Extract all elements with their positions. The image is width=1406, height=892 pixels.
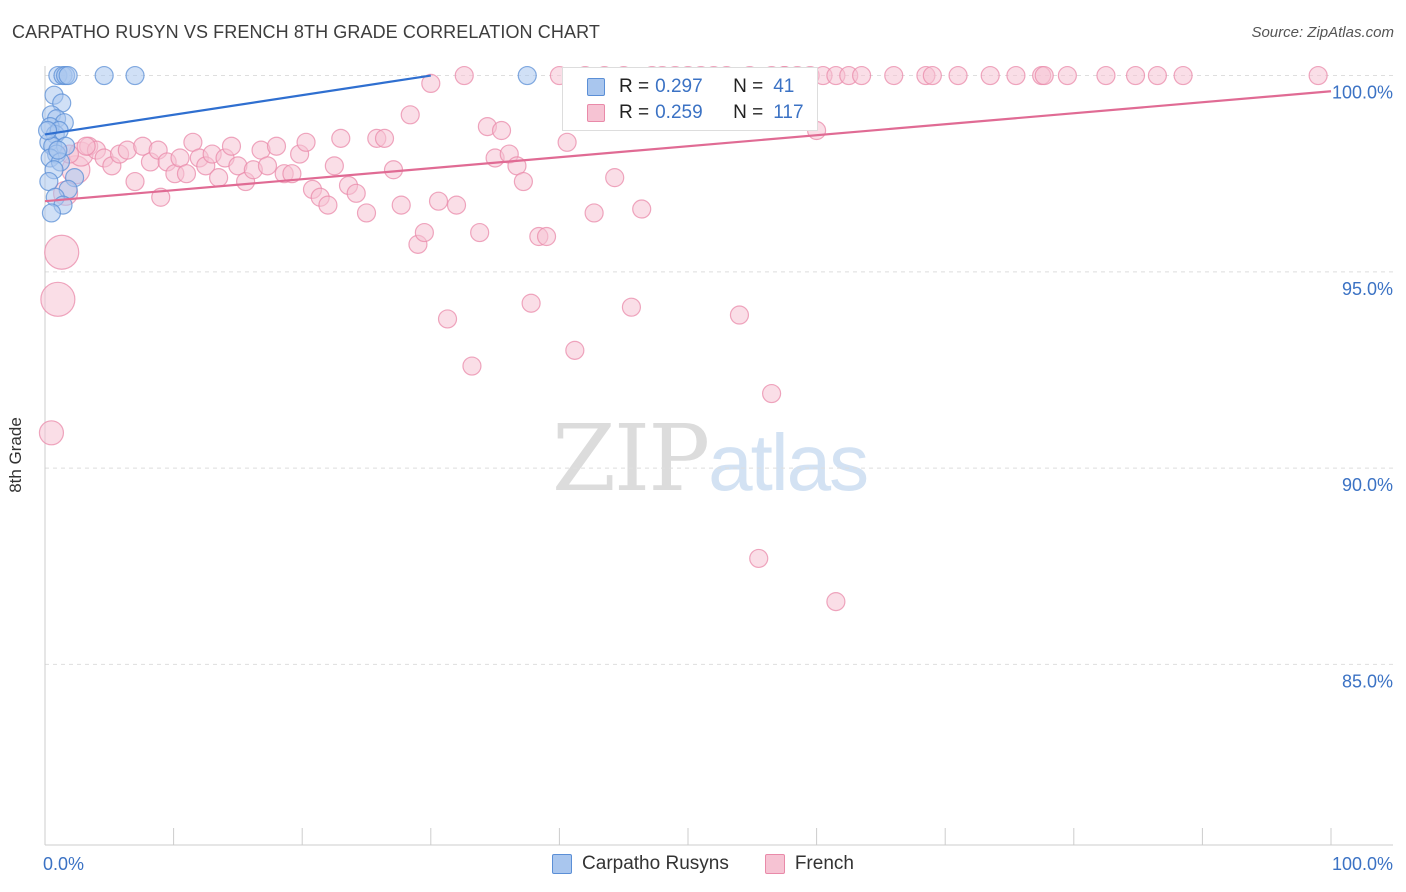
watermark: ZIPatlas	[552, 405, 869, 512]
y-tick-label: 95.0%	[1342, 279, 1393, 299]
series-legend: Carpatho Rusyns French	[0, 853, 1406, 875]
carpatho-trend-line	[44, 74, 431, 136]
french-point	[584, 203, 604, 223]
series-swatch-french	[764, 854, 785, 874]
chart-title: CARPATHO RUSYN VS FRENCH 8TH GRADE CORRE…	[12, 22, 600, 42]
french-point	[331, 128, 351, 148]
series-legend-carpatho[interactable]: Carpatho Rusyns	[552, 853, 729, 875]
carpatho-point	[41, 203, 62, 223]
legend-row-french: R = 0.259 N = 117	[587, 101, 804, 125]
french-point	[1308, 65, 1328, 86]
french-point	[176, 164, 197, 184]
french-point	[565, 340, 585, 360]
french-point	[1034, 65, 1054, 86]
french-point	[324, 156, 344, 176]
legend-n-label: N =	[733, 76, 764, 97]
french-point	[729, 305, 750, 325]
legend-r-value: 0.297	[655, 76, 703, 97]
french-point	[318, 195, 338, 215]
french-point	[761, 383, 782, 404]
french-point	[356, 203, 377, 223]
french-point	[209, 168, 229, 188]
french-point	[428, 191, 449, 211]
french-point	[421, 73, 441, 94]
french-point	[346, 183, 366, 203]
carpatho-point	[94, 65, 114, 86]
french-point	[437, 309, 458, 329]
french-point	[44, 234, 80, 270]
legend-swatch-french	[587, 104, 605, 122]
french-point	[76, 136, 96, 156]
french-point	[491, 120, 512, 141]
french-point	[1006, 65, 1026, 86]
french-point	[1173, 65, 1193, 86]
x-tick-label: 0.0%	[43, 854, 84, 874]
french-point	[400, 105, 420, 125]
french-point	[632, 199, 652, 219]
french-point	[852, 65, 872, 86]
french-point	[462, 356, 482, 376]
source-label: Source: ZipAtlas.com	[1251, 24, 1394, 41]
legend-n-value: 117	[773, 102, 804, 123]
watermark-atlas: atlas	[708, 418, 869, 507]
french-point	[536, 226, 557, 247]
carpatho-point	[517, 65, 537, 86]
french-point	[266, 136, 287, 156]
french-point	[414, 222, 434, 243]
french-point	[454, 65, 474, 86]
french-point	[749, 548, 769, 569]
series-legend-french[interactable]: French	[764, 853, 854, 875]
y-tick-label: 100.0%	[1332, 83, 1393, 103]
french-point	[948, 65, 968, 86]
y-tick-label: 90.0%	[1342, 475, 1393, 495]
french-point	[557, 132, 577, 152]
french-point	[826, 592, 846, 612]
french-point	[521, 293, 541, 313]
series-label-french: French	[794, 853, 854, 874]
legend-r-label: R =	[619, 76, 650, 97]
french-point	[621, 297, 642, 317]
french-point	[296, 132, 316, 152]
french-point	[513, 171, 533, 192]
carpatho-point	[58, 65, 78, 86]
legend-r-label: R =	[619, 102, 650, 123]
french-point	[446, 195, 467, 215]
french-point	[282, 164, 302, 184]
french-point	[1096, 65, 1116, 86]
french-point	[221, 136, 242, 156]
x-tick-label: 100.0%	[1332, 854, 1393, 874]
french-point	[922, 65, 942, 86]
french-point	[257, 156, 278, 176]
french-point	[125, 171, 145, 192]
french-point	[980, 65, 1000, 86]
carpatho-point	[37, 120, 58, 141]
legend-r-value: 0.259	[655, 102, 703, 123]
legend-row-carpatho: R = 0.297 N = 41	[587, 75, 794, 99]
legend-n-value: 41	[773, 76, 795, 97]
carpatho-point	[48, 140, 68, 160]
series-label-carpatho: Carpatho Rusyns	[582, 853, 729, 874]
french-point	[391, 195, 411, 215]
watermark-zip: ZIP	[552, 405, 710, 512]
french-point	[470, 222, 490, 243]
series-swatch-carpatho	[552, 854, 573, 874]
french-point	[40, 281, 76, 317]
legend-n-label: N =	[733, 102, 764, 123]
carpatho-point	[125, 65, 145, 86]
french-point	[1057, 65, 1077, 86]
legend-swatch-carpatho	[587, 78, 605, 96]
french-point	[374, 128, 395, 148]
french-trend-line	[44, 90, 1332, 203]
french-point	[1125, 65, 1146, 86]
french-point	[605, 168, 625, 188]
correlation-legend: R = 0.297 N = 41 R = 0.259 N = 117	[562, 67, 818, 131]
y-tick-label: 85.0%	[1342, 671, 1393, 691]
french-point	[884, 65, 904, 86]
french-point	[38, 420, 65, 446]
french-point	[1147, 65, 1167, 86]
